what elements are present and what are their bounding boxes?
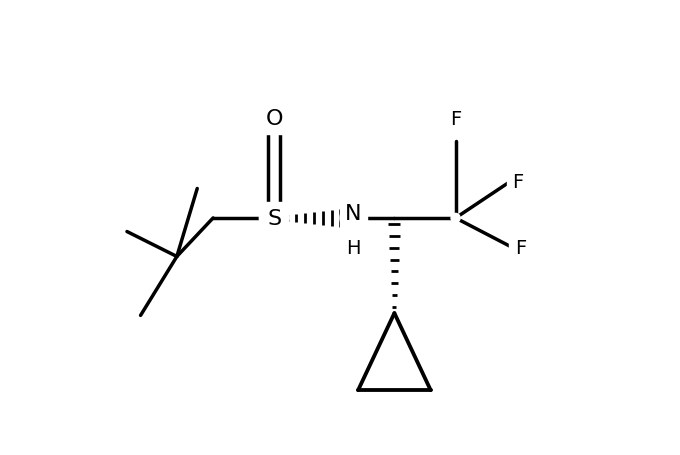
Text: O: O <box>265 109 283 129</box>
Circle shape <box>340 205 367 232</box>
Circle shape <box>451 214 460 223</box>
Text: F: F <box>515 238 526 258</box>
Circle shape <box>262 106 287 131</box>
Text: F: F <box>450 110 461 128</box>
Circle shape <box>259 203 289 233</box>
Text: F: F <box>513 173 524 192</box>
Text: H: H <box>346 238 361 258</box>
Text: S: S <box>267 208 282 228</box>
Text: N: N <box>345 204 362 224</box>
